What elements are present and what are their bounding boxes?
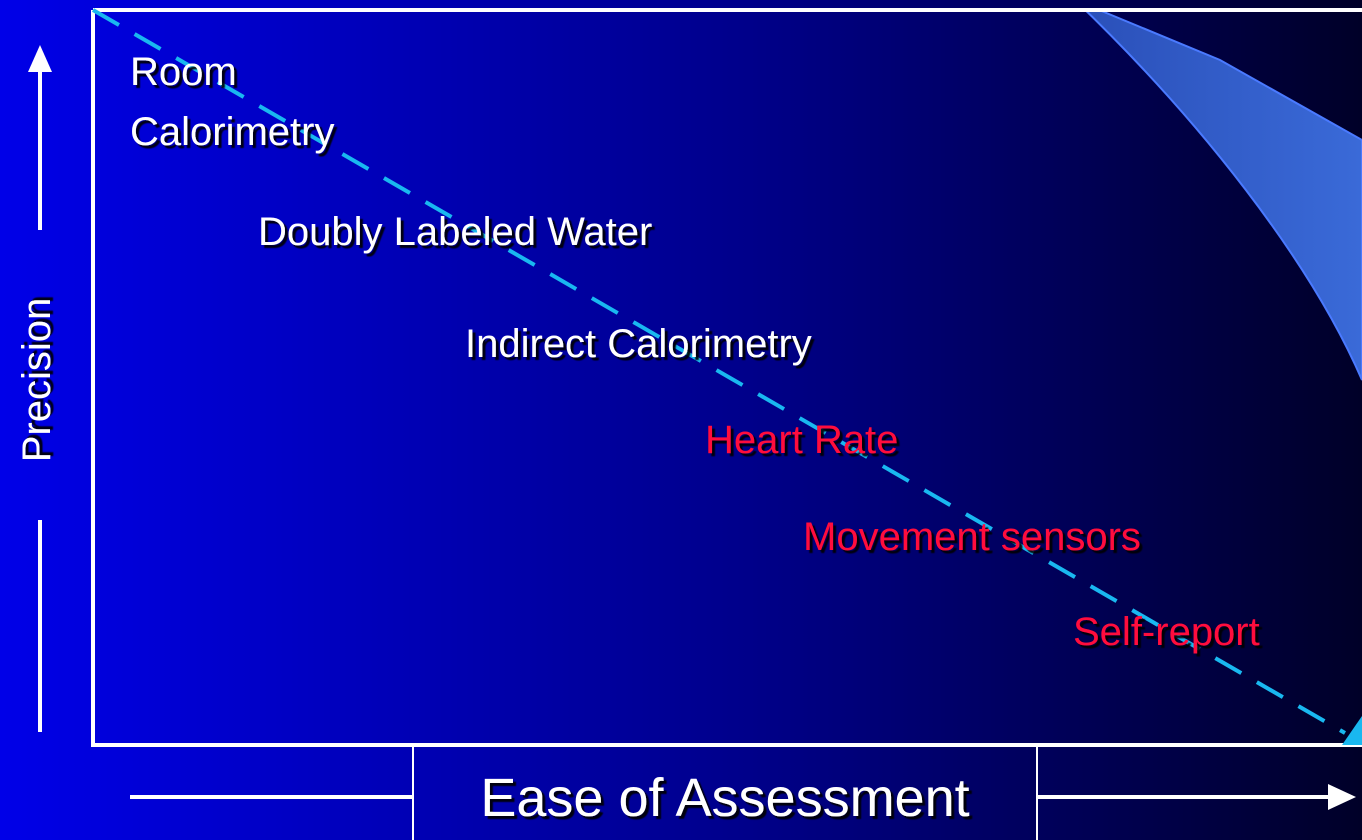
frame-top-mask [0, 0, 1362, 8]
method-label: Indirect Calorimetry [465, 322, 812, 366]
method-label: Doubly Labeled Water [258, 210, 652, 254]
y-axis-label: Precision [15, 298, 59, 463]
x-arrowhead [1328, 784, 1356, 810]
frame [91, 0, 1362, 747]
method-label: Calorimetry [130, 110, 334, 154]
method-label: Room [130, 50, 237, 94]
trend-arrowhead [1342, 716, 1362, 745]
x-label-box [412, 747, 1038, 840]
method-label: Movement sensors [803, 515, 1141, 559]
beam [1074, 0, 1362, 381]
method-label: Heart Rate [705, 418, 898, 462]
y-arrowhead [28, 45, 52, 72]
method-label: Self-report [1073, 610, 1260, 654]
trend-line [91, 8, 1347, 735]
x-axis-label: Ease of Assessment [480, 768, 969, 828]
